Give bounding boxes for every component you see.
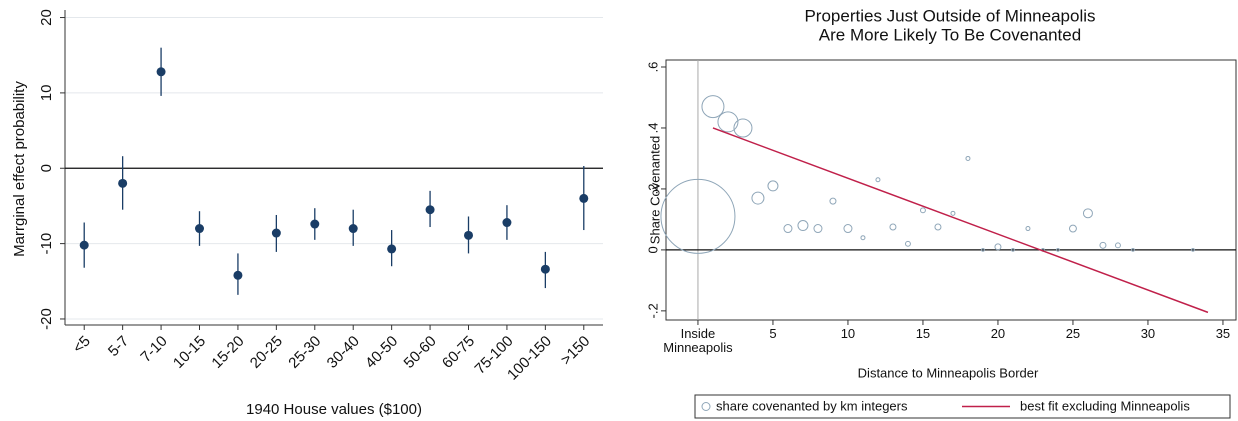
bubble [1115,242,1121,249]
point [502,218,512,228]
y-tick-label: .2 [645,184,660,195]
bubble [994,243,1002,251]
x-tick-label: 25-30 [285,333,324,372]
point [310,219,320,229]
point [271,228,281,238]
point [387,244,397,254]
y-axis-label: Share Covenanted [647,136,662,244]
point [79,240,89,250]
y-tick-label: 20 [38,9,55,26]
y-tick-label: .6 [645,62,660,73]
bubble [860,235,866,241]
bubble [1131,247,1135,252]
x-tick-label: 30 [1140,326,1156,341]
chart-title: Properties Just Outside of Minneapolis [804,6,1095,25]
x-tick-label: 10-15 [170,333,209,372]
bubble [1011,247,1015,252]
x-tick-label: Inside Minneapolis [663,326,733,355]
y-tick-label: -20 [38,308,55,330]
point [156,67,166,77]
bubble [1191,247,1195,252]
x-tick-label: 50-60 [401,333,440,372]
y-tick-label: 10 [38,85,55,102]
legend-box [694,394,1231,419]
x-axis-label: 1940 House values ($100) [246,401,422,418]
legend-marker [701,402,711,411]
point [118,178,128,188]
bubble [1068,224,1077,233]
chart-title: Are More Likely To Be Covenanted [819,25,1081,44]
bubble [950,210,956,216]
y-tick-label: 0 [38,164,55,172]
bubble [717,111,739,133]
bubble [965,155,971,161]
x-tick-label: 15-20 [208,333,247,372]
bubble [733,118,753,138]
bubble [934,223,942,231]
x-tick-label: 35 [1215,326,1231,341]
legend-label: share covenanted by km integers [716,398,908,413]
bubble [905,240,911,247]
x-tick-label: 40-50 [362,333,401,372]
legend-label: best fit excluding Minneapolis [1020,398,1190,413]
y-tick-label: 0 [645,246,660,253]
bubble [875,177,881,183]
x-tick-label: 30-40 [324,333,363,372]
bubble [660,178,736,254]
x-tick-label: 5-7 [105,333,132,360]
x-tick-label: 5 [769,326,777,341]
point [233,270,243,280]
point [195,224,204,234]
plot-frame [665,59,1237,321]
x-tick-label: 20-25 [247,333,286,372]
x-tick-label: 7-10 [137,333,170,366]
bubble [783,224,793,234]
bubble [920,207,926,214]
x-axis-label: Distance to Minneapolis Border [858,365,1039,380]
x-tick-label: <5 [70,333,94,357]
bubble [1025,226,1031,232]
y-tick-label: -.2 [645,303,660,318]
fit-line [712,127,1209,314]
point [464,230,473,240]
point [540,264,550,274]
y-axis-label: Marrginal effect probability [11,81,28,257]
bubble [751,191,765,205]
bubble [1082,208,1093,219]
bubble [1056,247,1060,252]
bubble [813,224,823,234]
bubble [767,180,779,192]
point [348,224,358,234]
point [579,193,589,203]
x-tick-label: 25 [1065,326,1081,341]
x-tick-label: 20 [990,326,1006,341]
x-tick-label: 10 [840,326,856,341]
y-tick-label: -10 [38,233,55,255]
bubble [701,95,725,119]
x-tick-label: >150 [558,333,594,369]
y-tick-label: .4 [645,123,660,134]
bubble [981,247,985,252]
bubble [797,220,809,232]
bubble [829,197,837,205]
x-tick-label: 15 [915,326,931,341]
point [425,205,435,215]
bubble [889,223,897,231]
bubble [843,224,853,234]
bubble [1099,241,1107,249]
